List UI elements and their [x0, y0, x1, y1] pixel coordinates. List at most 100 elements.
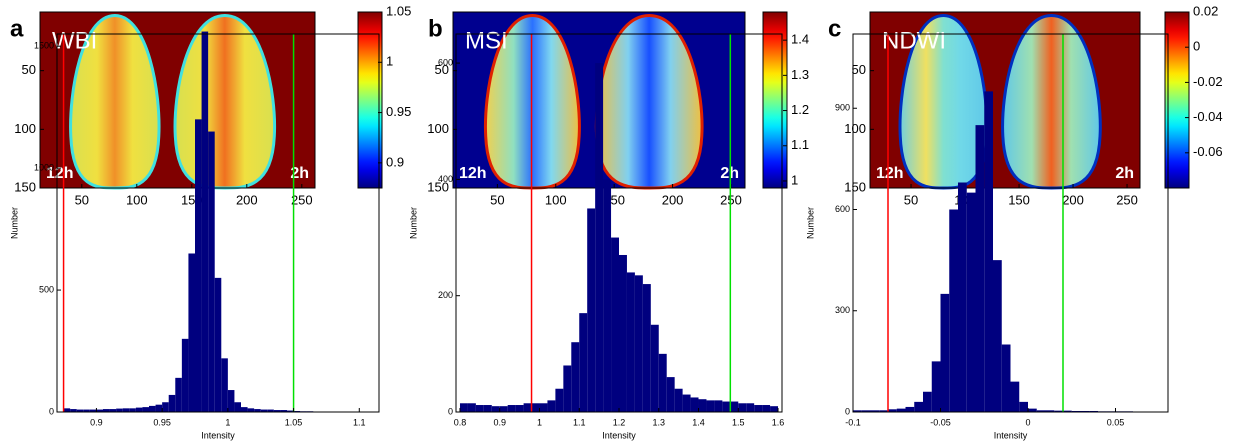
x-tick-label: 1.4: [692, 417, 705, 427]
bar: [122, 408, 130, 412]
bar: [162, 402, 169, 412]
x-tick-label: -0.1: [845, 417, 861, 427]
bar: [896, 408, 906, 412]
bar: [730, 401, 739, 412]
x-tick-label: 100: [545, 192, 567, 207]
bar: [149, 405, 156, 412]
y-tick-label: 50: [852, 62, 866, 77]
bar: [879, 410, 888, 412]
y-tick-label: 150: [14, 179, 36, 194]
bar: [1028, 408, 1037, 412]
image-frame: [39, 11, 316, 189]
bar: [587, 208, 596, 412]
bar: [515, 405, 524, 412]
bar: [188, 253, 195, 412]
bar: [181, 338, 189, 412]
bar: [116, 408, 123, 412]
panel-letter: b: [428, 15, 443, 42]
y-tick-label: 600: [438, 57, 453, 67]
annotation: 12h: [876, 165, 904, 182]
colorbar-tick-label: -0.06: [1193, 144, 1223, 159]
x-tick-label: 0.9: [90, 417, 103, 427]
bar: [459, 403, 468, 412]
y-axis-label: Number: [9, 207, 19, 239]
y-tick-label: 1000: [34, 163, 54, 173]
panel-letter: a: [10, 15, 24, 42]
bar: [208, 131, 215, 412]
bar: [1089, 410, 1098, 412]
colorbar-tick-label: -0.04: [1193, 109, 1223, 124]
bar: [1054, 410, 1063, 412]
bar: [650, 324, 659, 412]
x-tick-label: 0.05: [1107, 417, 1125, 427]
y-tick-label: 100: [427, 121, 449, 136]
y-tick-label: 200: [438, 290, 453, 300]
x-tick-label: 1.1: [573, 417, 586, 427]
y-tick-label: 150: [844, 179, 866, 194]
annotation: 12h: [46, 165, 74, 182]
image-title: WBI: [52, 27, 97, 54]
x-tick-label: 100: [126, 192, 148, 207]
bar: [861, 410, 871, 412]
x-tick-label: 0.95: [153, 417, 171, 427]
bar: [70, 409, 77, 412]
x-tick-label: 200: [1062, 192, 1084, 207]
bar: [762, 405, 771, 412]
bar: [547, 400, 556, 412]
bar: [280, 410, 287, 412]
bar: [914, 401, 923, 412]
bar: [260, 409, 268, 412]
bar: [595, 63, 604, 412]
bar: [1063, 410, 1072, 412]
x-tick-label: 1.1: [353, 417, 366, 427]
bar: [234, 402, 241, 412]
x-tick-label: 1.2: [613, 417, 626, 427]
x-tick-label: 1.6: [772, 417, 785, 427]
bar: [563, 365, 572, 412]
bar: [746, 403, 755, 412]
y-tick-label: 50: [22, 62, 36, 77]
bar: [1045, 410, 1055, 412]
bar: [905, 406, 915, 412]
y-tick-label: 500: [39, 284, 54, 294]
bar: [603, 179, 612, 412]
colorbar: [762, 11, 788, 189]
colorbar-tick-label: 1: [386, 54, 393, 69]
x-tick-label: 0: [1025, 417, 1030, 427]
colorbar-tick-label: 0.9: [386, 154, 404, 169]
y-tick-label: 1500: [34, 41, 54, 51]
y-tick-label: 400: [438, 174, 453, 184]
plot-frame: [852, 33, 1169, 413]
bar: [109, 409, 117, 412]
x-axis-label: Intensity: [201, 430, 235, 440]
bar: [958, 182, 967, 412]
bar: [619, 254, 627, 412]
bar: [571, 342, 580, 412]
colorbar: [1164, 11, 1190, 189]
bar: [923, 391, 932, 412]
bar: [993, 260, 1002, 412]
colorbar-tick-label: 1.2: [791, 102, 809, 117]
bar: [129, 408, 136, 412]
y-tick-label: 300: [835, 305, 850, 315]
bar: [491, 406, 500, 412]
bar: [555, 388, 564, 412]
y-tick-label: 900: [835, 103, 850, 113]
y-axis-label: Number: [805, 207, 815, 239]
colorbar-tick-label: 1.05: [386, 3, 411, 18]
bar: [706, 400, 715, 412]
x-tick-label: 0.8: [454, 417, 467, 427]
bar: [611, 237, 619, 412]
bar: [975, 125, 985, 412]
bar: [931, 361, 941, 412]
bar: [63, 408, 71, 412]
colorbar-tick-label: 1.4: [791, 32, 809, 47]
bar: [1001, 344, 1011, 412]
x-tick-label: 1.5: [732, 417, 745, 427]
image-title: MSI: [465, 27, 508, 54]
bar: [698, 399, 707, 412]
bar: [539, 403, 548, 412]
bar: [870, 410, 880, 412]
bar: [940, 293, 950, 412]
